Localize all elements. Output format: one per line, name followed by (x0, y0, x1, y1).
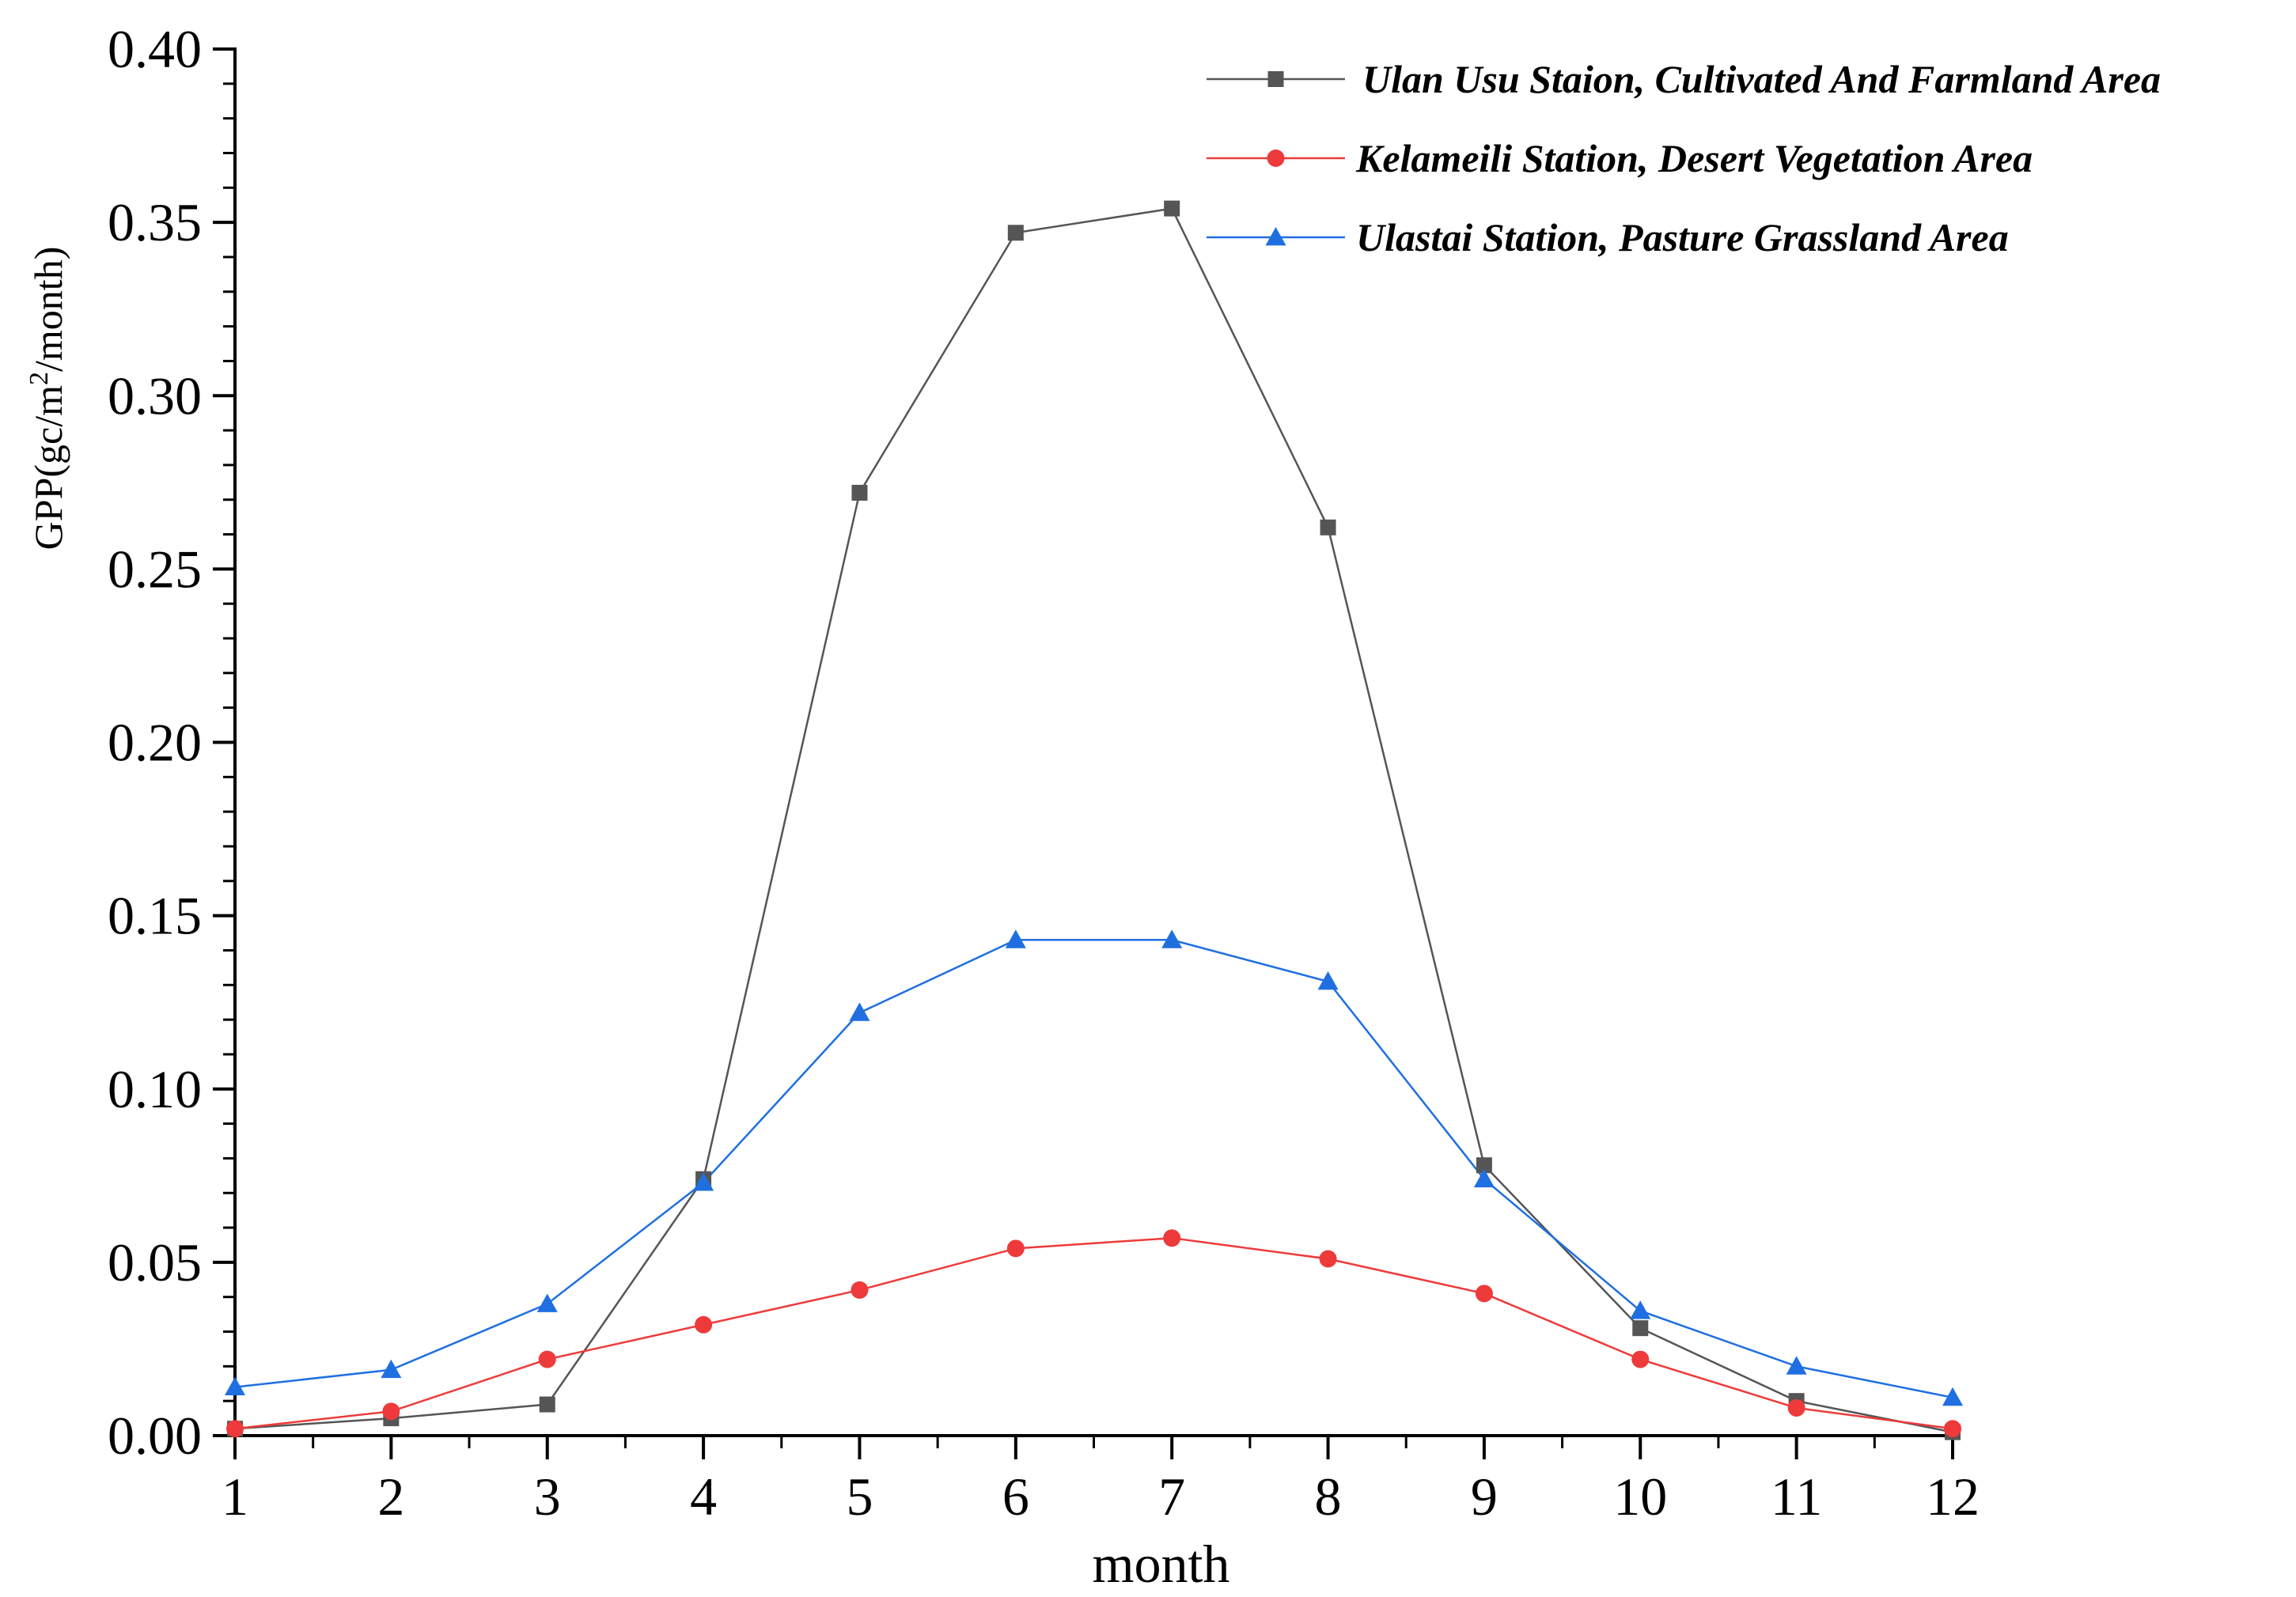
data-point-series-2 (851, 1281, 869, 1299)
series-lines (234, 207, 1953, 1433)
series-line-3 (234, 939, 1953, 1399)
y-tick-label: 0.40 (108, 19, 202, 79)
y-axis-title-superscript: 2 (25, 372, 54, 385)
x-tick-label: 12 (1926, 1466, 1980, 1527)
x-tick-label: 9 (1471, 1466, 1498, 1527)
data-point-series-1 (851, 484, 868, 501)
data-point-series-3 (381, 1359, 402, 1379)
y-tick-label: 0.30 (108, 365, 202, 426)
y-tick-label: 0.35 (108, 192, 202, 252)
data-point-series-1 (1476, 1157, 1492, 1174)
legend-label-2: Kelameili Station, Desert Vegetation Are… (1355, 136, 2033, 180)
data-point-series-3 (1630, 1300, 1651, 1319)
x-tick-label: 8 (1315, 1466, 1342, 1527)
data-point-series-1 (1632, 1320, 1649, 1337)
y-axis-title-main: GPP(gc/m (26, 385, 70, 550)
data-point-series-3 (1005, 929, 1026, 948)
x-tick-label: 5 (846, 1466, 873, 1527)
series-line-2 (234, 1236, 1953, 1430)
data-point-series-2 (382, 1402, 400, 1421)
data-point-series-2 (1319, 1250, 1337, 1268)
data-point-series-3 (1786, 1356, 1807, 1375)
axes: 0.000.050.100.150.200.250.300.350.401 2 3 4… (108, 19, 1980, 1527)
y-axis-title-tail: /month) (26, 247, 70, 372)
data-point-series-3 (1473, 1168, 1495, 1188)
data-point-series-1 (539, 1396, 555, 1413)
data-point-series-3 (693, 1172, 714, 1191)
data-point-series-3 (225, 1376, 245, 1396)
data-point-series-3 (849, 1002, 870, 1021)
data-point-series-2 (1163, 1229, 1181, 1247)
legend: Ulan Usu Staion, Cultivated And Farmland… (1207, 57, 2161, 259)
y-axis-title: GPP(gc/m2/month) (25, 247, 71, 551)
y-tick-label: 0.10 (108, 1059, 202, 1119)
legend-label-1: Ulan Usu Staion, Cultivated And Farmland… (1362, 57, 2161, 101)
data-point-series-2 (1944, 1420, 1961, 1438)
legend-marker-3 (1265, 227, 1286, 246)
data-point-series-2 (1631, 1350, 1650, 1368)
data-point-series-2 (1787, 1398, 1805, 1417)
data-point-series-3 (1317, 971, 1339, 990)
data-point-series-3 (1161, 929, 1183, 948)
x-tick-label: 6 (1002, 1466, 1029, 1527)
data-point-series-3 (1942, 1387, 1963, 1406)
data-point-series-1 (1320, 519, 1336, 535)
x-tick-label: 10 (1613, 1466, 1667, 1527)
x-axis-title: month (1093, 1534, 1230, 1594)
x-tick-label: 11 (1771, 1466, 1822, 1527)
data-point-series-2 (695, 1315, 713, 1334)
data-point-series-2 (538, 1350, 556, 1368)
y-tick-label: 0.05 (108, 1232, 202, 1292)
data-point-series-2 (226, 1420, 244, 1438)
series-markers (225, 200, 1963, 1440)
y-tick-label: 0.25 (108, 539, 202, 599)
x-tick-label: 1 (222, 1466, 248, 1527)
y-tick-label: 0.15 (108, 886, 202, 946)
legend-label-3: Ulastai Station, Pasture Grassland Area (1356, 215, 2009, 259)
series-line-1 (234, 207, 1953, 1433)
data-point-series-1 (1164, 200, 1180, 217)
data-point-series-1 (1007, 225, 1024, 241)
legend-marker-1 (1267, 71, 1284, 87)
x-tick-label: 4 (690, 1466, 717, 1527)
y-tick-label: 0.00 (108, 1406, 202, 1466)
data-point-series-2 (1475, 1285, 1493, 1303)
legend-marker-2 (1267, 149, 1285, 167)
x-tick-label: 3 (534, 1466, 561, 1527)
x-tick-label: 2 (377, 1466, 404, 1527)
y-tick-label: 0.20 (108, 713, 202, 773)
data-point-series-3 (536, 1293, 558, 1312)
x-tick-label: 7 (1158, 1466, 1185, 1527)
data-point-series-2 (1006, 1239, 1025, 1258)
